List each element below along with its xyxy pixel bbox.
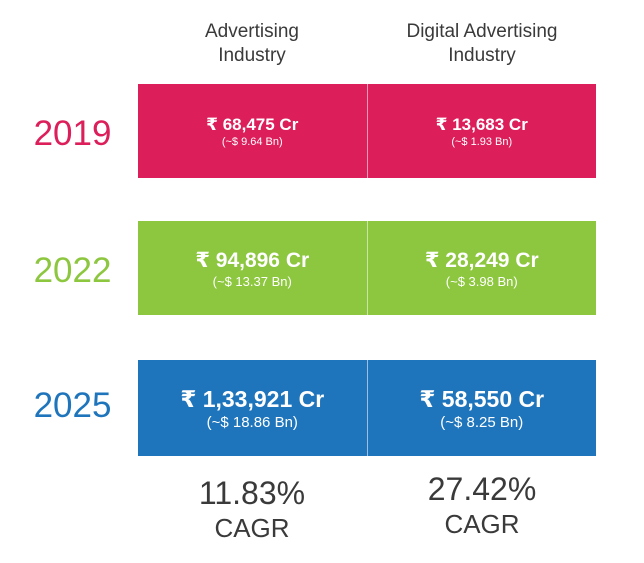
- amount-usd: (~$ 8.25 Bn): [440, 413, 524, 431]
- column-header-line: Industry: [218, 45, 286, 66]
- column-header-advertising: Advertising Industry: [138, 20, 366, 68]
- cagr-advertising: 11.83% CAGR: [138, 474, 366, 544]
- cagr-label: CAGR: [214, 513, 290, 543]
- row-2025: ₹ 1,33,921 Cr (~$ 18.86 Bn) ₹ 58,550 Cr …: [138, 360, 596, 456]
- amount-usd: (~$ 1.93 Bn): [451, 135, 513, 148]
- cell-advertising-2025: ₹ 1,33,921 Cr (~$ 18.86 Bn): [138, 360, 367, 456]
- cagr-label: CAGR: [444, 509, 520, 539]
- amount-inr: ₹ 68,475 Cr: [206, 114, 299, 134]
- cagr-value: 27.42%: [427, 471, 537, 507]
- amount-inr: ₹ 58,550 Cr: [419, 385, 545, 412]
- amount-inr: ₹ 1,33,921 Cr: [180, 385, 325, 412]
- column-header-line: Advertising: [205, 21, 299, 42]
- cell-digital-2019: ₹ 13,683 Cr (~$ 1.93 Bn): [366, 84, 597, 178]
- cell-advertising-2019: ₹ 68,475 Cr (~$ 9.64 Bn): [138, 84, 367, 178]
- column-header-line: Industry: [448, 45, 516, 66]
- amount-inr: ₹ 13,683 Cr: [435, 114, 528, 134]
- column-header-digital-advertising: Digital Advertising Industry: [368, 20, 596, 68]
- row-2019: ₹ 68,475 Cr (~$ 9.64 Bn) ₹ 13,683 Cr (~$…: [138, 84, 596, 178]
- year-label-2019: 2019: [33, 114, 112, 153]
- amount-inr: ₹ 94,896 Cr: [195, 248, 310, 272]
- amount-usd: (~$ 3.98 Bn): [445, 273, 518, 289]
- amount-inr: ₹ 28,249 Cr: [424, 248, 539, 272]
- amount-usd: (~$ 18.86 Bn): [206, 413, 298, 431]
- cell-advertising-2022: ₹ 94,896 Cr (~$ 13.37 Bn): [138, 221, 367, 315]
- column-header-line: Digital Advertising: [406, 21, 558, 42]
- amount-usd: (~$ 9.64 Bn): [221, 135, 283, 148]
- cagr-digital-advertising: 27.42% CAGR: [368, 470, 596, 540]
- row-2022: ₹ 94,896 Cr (~$ 13.37 Bn) ₹ 28,249 Cr (~…: [138, 221, 596, 315]
- year-label-2022: 2022: [33, 251, 112, 290]
- cagr-value: 11.83%: [198, 475, 306, 511]
- year-label-2025: 2025: [33, 386, 112, 425]
- cell-digital-2025: ₹ 58,550 Cr (~$ 8.25 Bn): [366, 360, 597, 456]
- amount-usd: (~$ 13.37 Bn): [212, 273, 292, 289]
- cell-digital-2022: ₹ 28,249 Cr (~$ 3.98 Bn): [366, 221, 597, 315]
